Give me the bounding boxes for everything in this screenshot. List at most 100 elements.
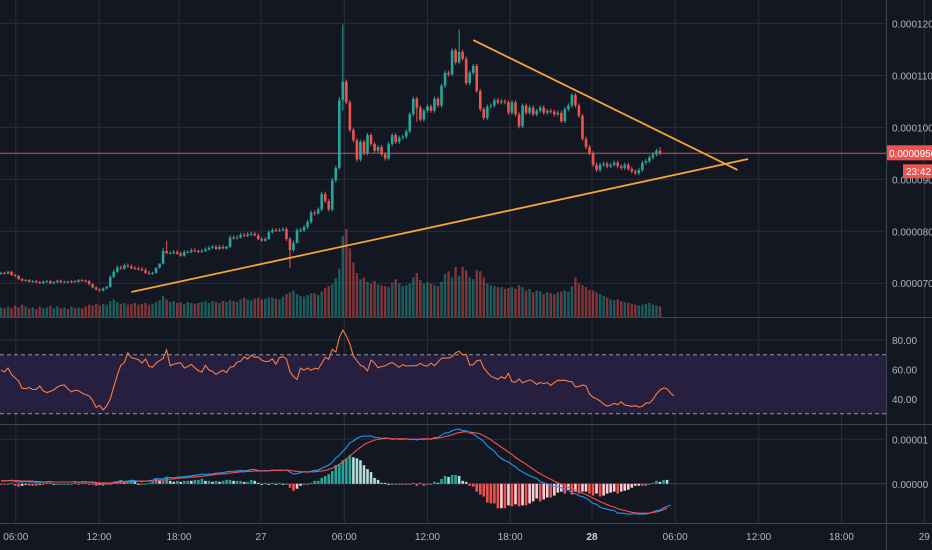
candle: [376, 144, 380, 153]
candle-body: [605, 163, 609, 167]
candle: [158, 263, 161, 269]
candle: [390, 133, 394, 147]
current-price-label: 0.0000950: [889, 149, 932, 160]
candle-body: [401, 136, 405, 138]
candle: [503, 99, 507, 105]
candle-body: [359, 141, 362, 160]
volume-bar: [595, 292, 598, 317]
time-axis[interactable]: 06:00 12:00 18:00 27 06:00 12:00 18:00 28 06:00 1…: [3, 532, 932, 543]
candle-body: [415, 98, 419, 108]
candle-body: [49, 281, 52, 284]
candle: [52, 281, 56, 285]
macd-hist-bar: [412, 482, 415, 484]
candle-body: [246, 234, 249, 236]
time-tick-label: 12:00: [86, 532, 111, 543]
candle-body: [80, 280, 84, 282]
candle-body: [591, 153, 595, 165]
candle-body: [52, 282, 56, 284]
trendline-resistance[interactable]: [472, 39, 738, 171]
candle: [246, 232, 249, 237]
volume-bar: [630, 303, 634, 317]
macd-hist-bar: [179, 481, 183, 484]
macd-hist-bar: [644, 483, 648, 486]
volume-bar: [24, 306, 27, 317]
macd-hist-bar: [496, 483, 500, 509]
volume-bars: [0, 229, 662, 317]
macd-hist-bar: [260, 483, 264, 485]
candle: [609, 162, 612, 169]
macd-hist-bar: [535, 483, 538, 499]
candle: [440, 83, 443, 108]
macd-hist-bar: [577, 483, 581, 494]
candle: [101, 287, 105, 292]
candle: [119, 265, 123, 270]
volume-bar: [186, 302, 189, 317]
candle: [591, 151, 595, 167]
candle-body: [24, 280, 27, 282]
volume-bar: [253, 298, 256, 317]
volume-bar: [3, 308, 6, 317]
candle: [165, 240, 168, 255]
candle-body: [482, 109, 486, 118]
volume-bar: [644, 303, 648, 317]
candle-body: [3, 272, 6, 274]
volume-bar: [45, 307, 49, 317]
candle: [475, 63, 479, 94]
candle: [168, 251, 172, 255]
candle-body: [496, 100, 500, 103]
volume-bar: [313, 293, 316, 317]
candle: [560, 110, 563, 124]
macd-hist-bar: [595, 483, 598, 494]
macd-hist-bar: [651, 482, 655, 484]
time-tick-label: 27: [256, 532, 268, 543]
candle-body: [123, 265, 126, 269]
trendline-support[interactable]: [131, 158, 749, 293]
candle-body: [471, 65, 475, 73]
macd-hist-bar: [355, 458, 359, 484]
macd-hist-bar: [369, 472, 373, 484]
candle: [570, 93, 574, 108]
volume-bar: [475, 270, 478, 317]
volume-bar: [144, 302, 147, 317]
volume-bar: [503, 288, 507, 317]
time-tick-label: 18:00: [166, 532, 191, 543]
candle-body: [147, 272, 151, 274]
candle-body: [433, 98, 436, 111]
volume-bar: [362, 277, 366, 317]
macd-hist-bar: [175, 480, 179, 484]
macd-hist-bar: [144, 483, 147, 485]
macd-hist-bar: [531, 483, 535, 502]
volume-bar: [348, 248, 352, 317]
candle-body: [292, 242, 295, 250]
macd-hist-bar: [387, 483, 390, 485]
candle-body: [369, 135, 373, 144]
macd-tick-label: 0.00000: [892, 480, 929, 491]
candle-body: [602, 163, 605, 165]
candle-body: [447, 72, 450, 75]
rsi-axis[interactable]: 80.00 60.00 40.00: [892, 336, 917, 406]
macd-hist-bar: [605, 483, 609, 494]
volume-bar: [10, 308, 13, 317]
candle-body: [609, 164, 612, 167]
macd-hist-bar: [626, 483, 630, 490]
time-tick-label: 06:00: [332, 532, 357, 543]
candle-body: [179, 253, 183, 256]
volume-bar: [373, 280, 376, 317]
volume-bar: [271, 297, 274, 317]
volume-bar: [454, 266, 457, 317]
candle-body: [567, 105, 570, 110]
macd-hist-bar: [119, 479, 123, 484]
candle-body: [27, 280, 31, 282]
candle: [175, 249, 179, 255]
candle: [249, 231, 253, 236]
candle: [545, 108, 549, 115]
candle-body: [616, 162, 620, 167]
volume-bar: [204, 301, 207, 317]
trendlines[interactable]: [131, 39, 749, 293]
macd-axis[interactable]: 0.00001 0.00000: [892, 435, 929, 491]
volume-bar: [133, 302, 137, 317]
candle-body: [478, 90, 482, 110]
